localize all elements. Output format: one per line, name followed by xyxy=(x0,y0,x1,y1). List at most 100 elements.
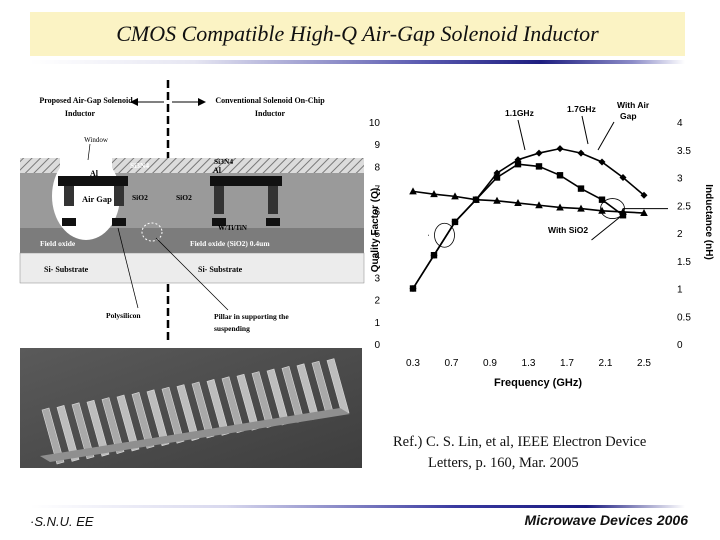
with-air-gap-label-line1: With Air xyxy=(617,100,650,110)
series-line xyxy=(412,190,645,214)
data-point xyxy=(514,160,522,168)
y-tick-label: 6 xyxy=(374,207,380,218)
data-point xyxy=(409,285,417,292)
data-point xyxy=(619,174,627,181)
x-tick-label: 2.1 xyxy=(599,358,613,369)
left-si3n4-label: Si3N4 xyxy=(130,161,149,170)
footer-course: Microwave Devices 2006 xyxy=(524,512,688,528)
y2-tick-label: 4 xyxy=(677,118,683,129)
y-tick-label: 4 xyxy=(374,251,380,262)
y2-tick-label: 0.5 xyxy=(677,312,691,323)
pillar-highlight-circle xyxy=(141,222,163,242)
data-point xyxy=(535,201,543,209)
sem-coil-turn xyxy=(116,394,140,452)
right-al-bar xyxy=(210,176,282,186)
sem-coil-turn xyxy=(191,381,215,439)
sem-coil-turn xyxy=(41,407,65,465)
substrate-layer xyxy=(19,252,365,284)
y-tick-label: 0 xyxy=(374,340,380,351)
right-heading-line2: Inductor xyxy=(255,109,286,118)
y2-tick-label: 3 xyxy=(677,174,683,185)
left-arrowhead xyxy=(130,98,138,106)
data-point xyxy=(451,218,459,226)
y-tick-label: 1 xyxy=(374,318,380,329)
y-axis-label: Quality Factor (Q) xyxy=(370,188,381,272)
data-point xyxy=(409,187,417,195)
peak-sio2-arrow xyxy=(517,119,526,151)
cross-section-diagram: Proposed Air-Gap Solenoid Inductor Conve… xyxy=(19,80,365,340)
right-al-label: Al xyxy=(213,166,222,175)
air-gap-label: Air Gap xyxy=(82,194,112,204)
y-tick-label: 2 xyxy=(374,296,380,307)
data-point xyxy=(514,199,522,207)
left-al-label: Al xyxy=(90,169,99,178)
data-point xyxy=(493,196,501,204)
y2-tick-label: 0 xyxy=(677,340,683,351)
l-highlight-circle xyxy=(600,198,625,219)
y2-tick-label: 2 xyxy=(677,229,683,240)
with-sio2-label: With SiO2 xyxy=(548,225,588,235)
right-heading-line1: Conventional Solenoid On-Chip xyxy=(215,96,325,105)
data-point xyxy=(577,149,585,157)
footer-divider xyxy=(30,505,685,508)
data-point xyxy=(556,203,564,211)
y-tick-label: 7 xyxy=(374,185,380,196)
sem-coil-turn xyxy=(161,386,185,444)
right-si3n4-label: Si3N4 xyxy=(214,157,233,166)
peak-air-annotation: 1.7GHz xyxy=(567,104,596,114)
data-point xyxy=(535,163,543,170)
left-heading-line1: Proposed Air-Gap Solenoid xyxy=(39,96,133,105)
right-substrate-label: Si- Substrate xyxy=(198,265,243,274)
x-axis-label: Frequency (GHz) xyxy=(494,377,582,389)
right-arrowhead xyxy=(198,98,206,106)
sem-coil-turn xyxy=(146,389,170,447)
reference-line2: Letters, p. 160, Mar. 2005 xyxy=(428,455,579,471)
data-point xyxy=(556,172,564,179)
y2-axis-label: Inductance (nH) xyxy=(703,184,714,260)
sem-coil-base xyxy=(40,408,350,462)
data-point xyxy=(430,190,438,198)
reference-line1: Ref.) C. S. Lin, et al, IEEE Electron De… xyxy=(393,434,647,450)
data-point xyxy=(640,191,648,199)
y-tick-label: 10 xyxy=(369,118,381,129)
with-air-gap-label-line2: Gap xyxy=(620,111,637,121)
y-tick-label: 8 xyxy=(374,162,380,173)
y2-tick-label: 1.5 xyxy=(677,257,691,268)
right-pillar-a xyxy=(214,186,224,214)
y-tick-label: 9 xyxy=(374,140,380,151)
peak-sio2-annotation: 1.1GHz xyxy=(505,108,534,118)
data-point xyxy=(472,195,480,203)
data-point xyxy=(493,174,501,181)
reference-note: Ref.) C. S. Lin, et al, IEEE Electron De… xyxy=(393,432,713,474)
right-pillar-b xyxy=(268,186,278,214)
polysilicon-label: Polysilicon xyxy=(106,311,141,320)
y2-tick-label: 2.5 xyxy=(677,201,691,212)
x-tick-label: 0.9 xyxy=(483,358,497,369)
sem-coil-turn xyxy=(206,379,230,436)
sem-coil-turn xyxy=(86,399,110,457)
left-al-bar xyxy=(58,176,128,186)
left-base-a xyxy=(62,218,76,226)
x-tick-label: 1.7 xyxy=(560,358,574,369)
right-base-a xyxy=(212,218,226,226)
y2-tick-label: 1 xyxy=(677,285,683,296)
pillar-label-line2: suspending xyxy=(214,324,250,333)
data-point xyxy=(430,252,438,259)
left-pillar-a xyxy=(64,186,74,206)
data-point xyxy=(619,207,627,215)
q-inductance-chart: 0 1 2 3 4 5 6 7 8 9 10 0 0.5 1 1.5 2 2.5 3 3.5 4 0.3 0.7 0.9 1.… xyxy=(369,100,714,389)
y-tick-label: 3 xyxy=(374,273,380,284)
y-tick-label: 5 xyxy=(374,229,380,240)
data-point xyxy=(514,156,522,164)
data-point xyxy=(619,212,627,219)
x-tick-label: 2.5 xyxy=(637,358,651,369)
data-point xyxy=(640,209,648,217)
sem-coils xyxy=(40,358,350,465)
bullet-icon: · xyxy=(30,514,35,529)
polysilicon-leader xyxy=(117,227,139,309)
y2-tick-label: 3.5 xyxy=(677,146,691,157)
left-sio2-label: SiO2 xyxy=(132,193,148,202)
data-point xyxy=(577,204,585,212)
x-tick-label: 0.3 xyxy=(406,358,420,369)
sem-coil-turn xyxy=(176,384,200,441)
